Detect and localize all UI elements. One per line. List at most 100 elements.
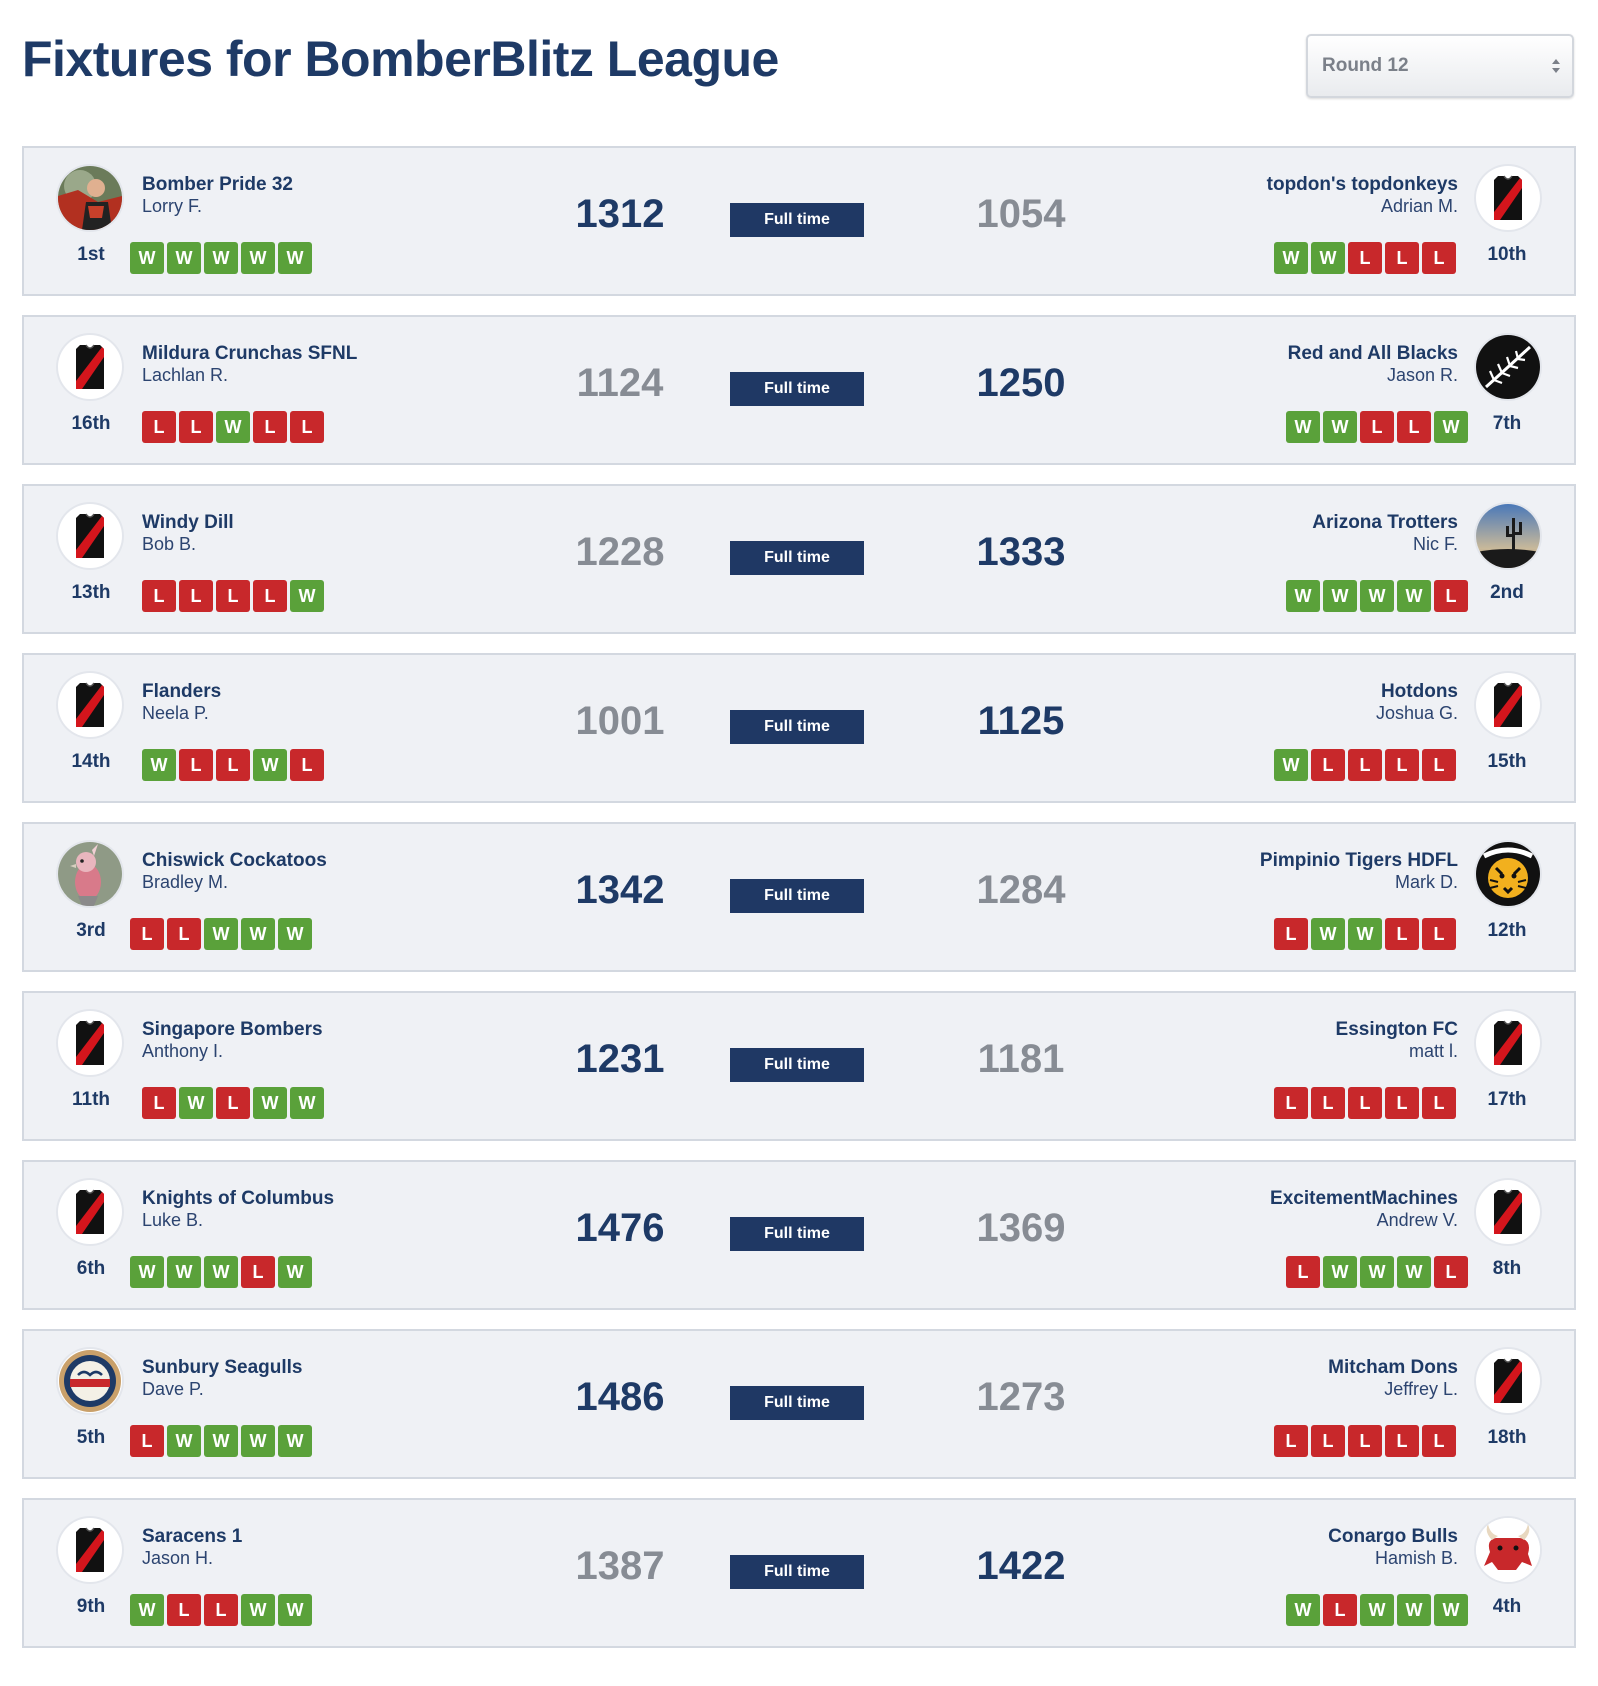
form-badge-win: W — [1360, 580, 1394, 612]
team-name[interactable]: Conargo Bulls — [1328, 1526, 1458, 1547]
match-status-badge: Full time — [730, 541, 864, 575]
coach-name: Jason H. — [142, 1548, 214, 1568]
team-name[interactable]: Sunbury Seagulls — [142, 1357, 303, 1378]
form-badge-loss: L — [290, 411, 324, 443]
form-badge-loss: L — [216, 1087, 250, 1119]
team-name[interactable]: Red and All Blacks — [1287, 343, 1458, 364]
team-name[interactable]: Mildura Crunchas SFNL — [142, 343, 358, 364]
team-name[interactable]: Chiswick Cockatoos — [142, 850, 327, 871]
team-name[interactable]: Flanders — [142, 681, 222, 702]
form-badge-win: W — [278, 242, 312, 274]
form-badge-loss: L — [1274, 1425, 1308, 1457]
guernsey-icon — [1476, 1180, 1540, 1244]
form-badge-win: W — [290, 580, 324, 612]
ladder-position: 7th — [1492, 413, 1522, 434]
match-status-badge: Full time — [730, 372, 864, 406]
form-badge-win: W — [1397, 1594, 1431, 1626]
form-badge-loss: L — [1348, 1425, 1382, 1457]
team-name[interactable]: Knights of Columbus — [142, 1188, 335, 1209]
form-badge-win: W — [1323, 411, 1357, 443]
ladder-position: 13th — [71, 582, 111, 603]
form-badge-loss: L — [179, 580, 213, 612]
form-badge-loss: L — [1348, 749, 1382, 781]
form-badge-loss: L — [1323, 1594, 1357, 1626]
team-name[interactable]: topdon's topdonkeys — [1266, 174, 1458, 195]
form-badge-loss: L — [1311, 749, 1345, 781]
ladder-position: 18th — [1487, 1427, 1527, 1448]
form-badge-loss: L — [1385, 242, 1419, 274]
team-name[interactable]: Hotdons — [1380, 681, 1458, 702]
form-badge-loss: L — [1360, 411, 1394, 443]
guernsey-icon — [58, 504, 122, 568]
match-status-badge: Full time — [730, 1555, 864, 1589]
ladder-position: 16th — [71, 413, 111, 434]
round-select[interactable]: Round 12 — [1306, 34, 1574, 98]
coach-name: Bradley M. — [142, 872, 229, 892]
match-status-badge: Full time — [730, 203, 864, 237]
coach-name: Hamish B. — [1374, 1548, 1458, 1568]
team-name[interactable]: Pimpinio Tigers HDFL — [1259, 850, 1458, 871]
form-badge-loss: L — [179, 411, 213, 443]
form-badge-loss: L — [167, 918, 201, 950]
team-name[interactable]: Essington FC — [1335, 1019, 1458, 1040]
match-status-badge: Full time — [730, 1386, 864, 1420]
ladder-position: 1st — [77, 244, 105, 265]
form-badge-win: W — [204, 918, 238, 950]
coach-name: Mark D. — [1395, 872, 1458, 892]
home-score: 1228 — [575, 530, 665, 574]
guernsey-icon — [1476, 1349, 1540, 1413]
team-name[interactable]: Windy Dill — [142, 512, 234, 533]
form-badge-win: W — [167, 242, 201, 274]
home-score: 1312 — [575, 192, 665, 236]
match-status-badge: Full time — [730, 879, 864, 913]
form-badge-win: W — [278, 1256, 312, 1288]
coach-name: Nic F. — [1413, 534, 1458, 554]
form-badge-loss: L — [142, 411, 176, 443]
form-badge-loss: L — [1311, 1087, 1345, 1119]
form-badge-loss: L — [1348, 242, 1382, 274]
form-badge-win: W — [1286, 580, 1320, 612]
ladder-position: 11th — [71, 1089, 111, 1110]
form-badge-win: W — [278, 1425, 312, 1457]
form-badge-loss: L — [241, 1256, 275, 1288]
form-badge-win: W — [1397, 580, 1431, 612]
form-badge-loss: L — [1434, 1256, 1468, 1288]
guernsey-icon — [58, 1518, 122, 1582]
form-badge-loss: L — [142, 1087, 176, 1119]
ladder-position: 6th — [76, 1258, 106, 1279]
ladder-position: 2nd — [1490, 582, 1524, 603]
form-badge-win: W — [167, 1256, 201, 1288]
away-score: 1250 — [976, 361, 1066, 405]
form-badge-win: W — [142, 749, 176, 781]
team-name[interactable]: Saracens 1 — [142, 1526, 243, 1547]
team-name[interactable]: ExcitementMachines — [1270, 1188, 1458, 1209]
team-name[interactable]: Arizona Trotters — [1312, 512, 1458, 533]
team-name[interactable]: Mitcham Dons — [1328, 1357, 1458, 1378]
form-badge-win: W — [1397, 1256, 1431, 1288]
home-score: 1476 — [575, 1206, 665, 1250]
guernsey-icon — [58, 1180, 122, 1244]
form-badge-loss: L — [179, 749, 213, 781]
team-name[interactable]: Bomber Pride 32 — [142, 174, 293, 195]
form-badge-win: W — [278, 918, 312, 950]
form-badge-loss: L — [1385, 1087, 1419, 1119]
away-score: 1273 — [976, 1375, 1066, 1419]
form-badge-win: W — [204, 1425, 238, 1457]
team-name[interactable]: Singapore Bombers — [142, 1019, 323, 1040]
form-badge-loss: L — [253, 411, 287, 443]
away-score: 1054 — [976, 192, 1066, 236]
